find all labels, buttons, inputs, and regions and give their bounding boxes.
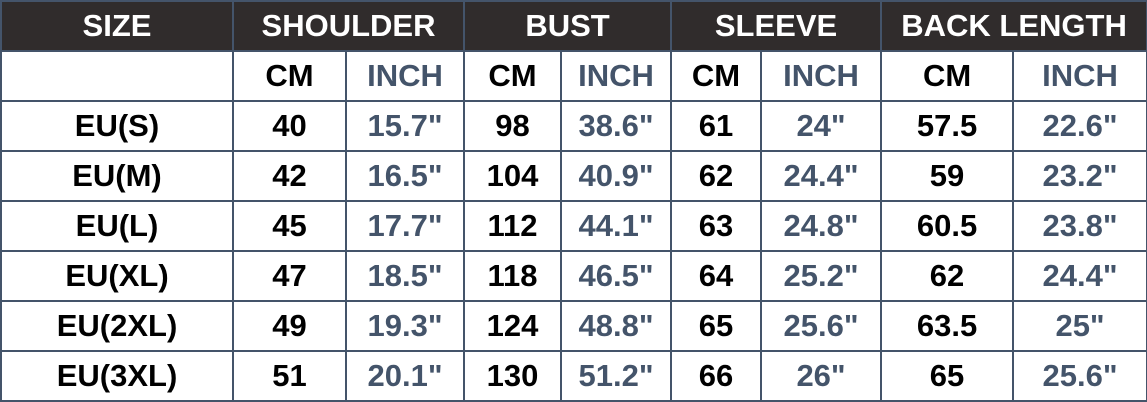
header-row: SIZE SHOULDER BUST SLEEVE BACK LENGTH xyxy=(0,0,1147,52)
shoulder-cm-cell: 49 xyxy=(232,300,347,352)
table-row: EU(L) 45 17.7" 112 44.1" 63 24.8" 60.5 23.8" xyxy=(0,200,1147,252)
sleeve-inch-cell: 25.6" xyxy=(760,300,883,352)
size-cell: EU(XL) xyxy=(0,250,234,302)
bust-inch-cell: 48.8" xyxy=(560,300,673,352)
shoulder-cm-cell: 42 xyxy=(232,150,347,202)
back-cm-cell: 57.5 xyxy=(880,100,1015,152)
back-cm-cell: 62 xyxy=(880,250,1015,302)
back-inch-cell: 23.2" xyxy=(1012,150,1147,202)
shoulder-cm-cell: 47 xyxy=(232,250,347,302)
bust-inch-cell: 40.9" xyxy=(560,150,673,202)
bust-inch-cell: 38.6" xyxy=(560,100,673,152)
size-cell: EU(L) xyxy=(0,200,234,252)
size-cell: EU(M) xyxy=(0,150,234,202)
bust-inch-cell: 46.5" xyxy=(560,250,673,302)
sleeve-cm-cell: 65 xyxy=(670,300,763,352)
sleeve-cm-cell: 66 xyxy=(670,350,763,402)
table-row: EU(2XL) 49 19.3" 124 48.8" 65 25.6" 63.5 25" xyxy=(0,300,1147,352)
unit-row: CM INCH CM INCH CM INCH CM INCH xyxy=(0,50,1147,102)
unit-inch: INCH xyxy=(760,50,883,102)
unit-cm: CM xyxy=(880,50,1015,102)
unit-cm: CM xyxy=(232,50,347,102)
sleeve-inch-cell: 24" xyxy=(760,100,883,152)
unit-inch: INCH xyxy=(560,50,673,102)
shoulder-inch-cell: 19.3" xyxy=(344,300,466,352)
back-inch-cell: 22.6" xyxy=(1012,100,1147,152)
bust-cm-cell: 104 xyxy=(463,150,563,202)
back-inch-cell: 25.6" xyxy=(1012,350,1147,402)
size-cell: EU(S) xyxy=(0,100,234,152)
back-inch-cell: 25" xyxy=(1012,300,1147,352)
unit-cm: CM xyxy=(670,50,763,102)
bust-inch-cell: 44.1" xyxy=(560,200,673,252)
bust-cm-cell: 118 xyxy=(463,250,563,302)
size-cell: EU(2XL) xyxy=(0,300,234,352)
sleeve-inch-cell: 24.8" xyxy=(760,200,883,252)
shoulder-cm-cell: 51 xyxy=(232,350,347,402)
shoulder-inch-cell: 15.7" xyxy=(344,100,466,152)
header-size: SIZE xyxy=(0,0,234,52)
sleeve-inch-cell: 25.2" xyxy=(760,250,883,302)
bust-cm-cell: 130 xyxy=(463,350,563,402)
header-sleeve: SLEEVE xyxy=(670,0,883,52)
bust-cm-cell: 112 xyxy=(463,200,563,252)
header-shoulder: SHOULDER xyxy=(231,0,466,52)
table-row: EU(M) 42 16.5" 104 40.9" 62 24.4" 59 23.2" xyxy=(0,150,1147,202)
unit-inch: INCH xyxy=(1012,50,1147,102)
table-row: EU(S) 40 15.7" 98 38.6" 61 24" 57.5 22.6" xyxy=(0,100,1147,152)
unit-blank xyxy=(0,50,234,102)
size-cell: EU(3XL) xyxy=(0,350,234,402)
back-inch-cell: 23.8" xyxy=(1012,200,1147,252)
shoulder-cm-cell: 40 xyxy=(232,100,347,152)
sleeve-inch-cell: 26" xyxy=(760,350,883,402)
shoulder-cm-cell: 45 xyxy=(232,200,347,252)
sleeve-cm-cell: 63 xyxy=(670,200,763,252)
shoulder-inch-cell: 16.5" xyxy=(344,150,466,202)
back-cm-cell: 63.5 xyxy=(880,300,1015,352)
back-cm-cell: 60.5 xyxy=(880,200,1015,252)
back-inch-cell: 24.4" xyxy=(1012,250,1147,302)
bust-cm-cell: 98 xyxy=(463,100,563,152)
sleeve-cm-cell: 62 xyxy=(670,150,763,202)
header-bust: BUST xyxy=(463,0,673,52)
sleeve-inch-cell: 24.4" xyxy=(760,150,883,202)
table-row: EU(XL) 47 18.5" 118 46.5" 64 25.2" 62 24.4" xyxy=(0,250,1147,302)
table-row: EU(3XL) 51 20.1" 130 51.2" 66 26" 65 25.6" xyxy=(0,350,1147,402)
shoulder-inch-cell: 18.5" xyxy=(344,250,466,302)
shoulder-inch-cell: 17.7" xyxy=(344,200,466,252)
sleeve-cm-cell: 61 xyxy=(670,100,763,152)
shoulder-inch-cell: 20.1" xyxy=(344,350,466,402)
header-back-length: BACK LENGTH xyxy=(880,0,1147,52)
bust-cm-cell: 124 xyxy=(463,300,563,352)
sleeve-cm-cell: 64 xyxy=(670,250,763,302)
unit-cm: CM xyxy=(463,50,563,102)
bust-inch-cell: 51.2" xyxy=(560,350,673,402)
back-cm-cell: 65 xyxy=(880,350,1015,402)
unit-inch: INCH xyxy=(344,50,466,102)
back-cm-cell: 59 xyxy=(880,150,1015,202)
